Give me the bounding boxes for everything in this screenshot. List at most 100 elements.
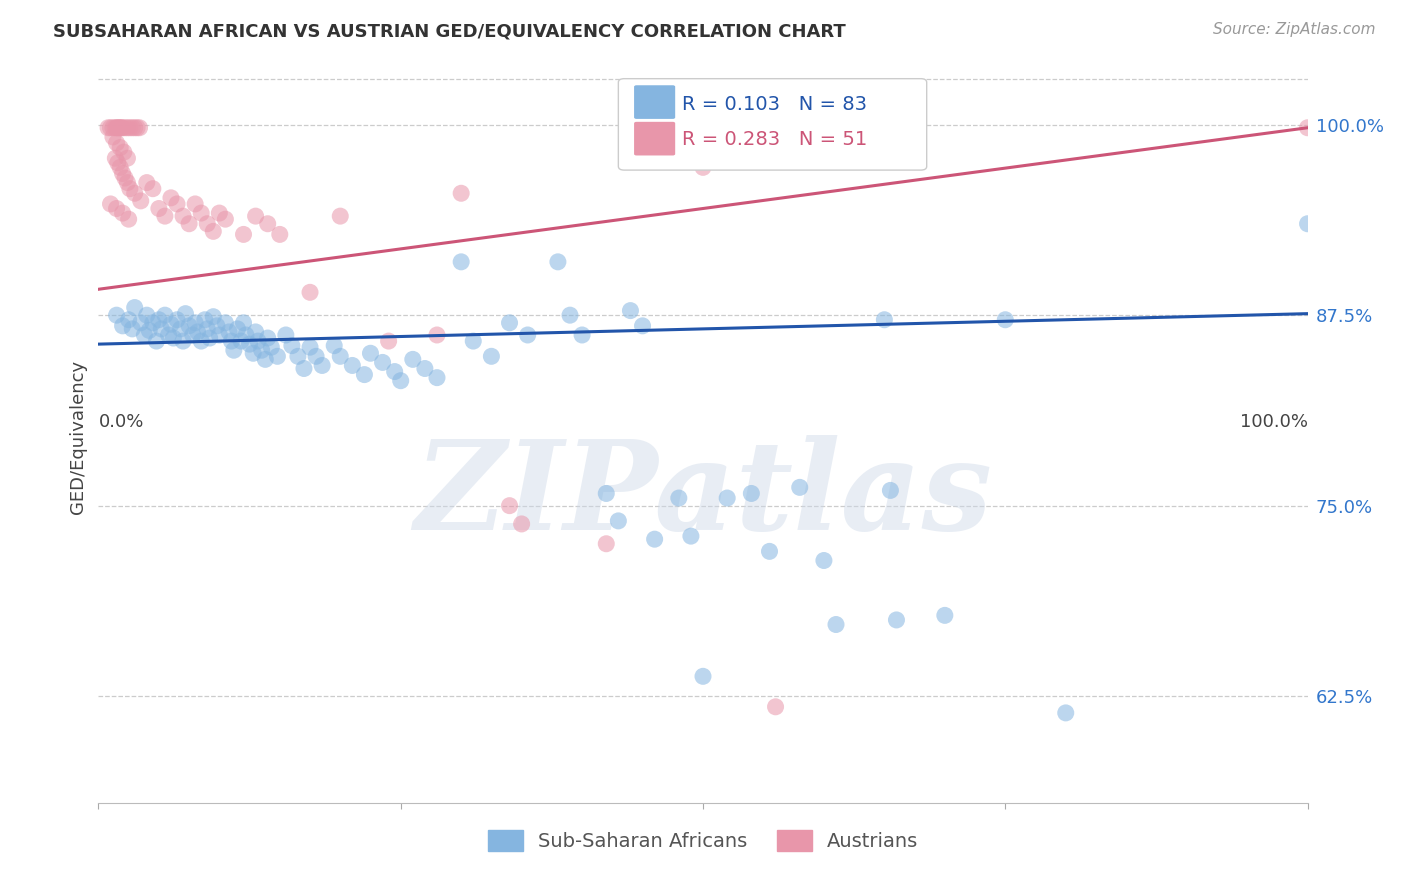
Point — [934, 608, 956, 623]
Point — [498, 316, 520, 330]
Point — [547, 255, 569, 269]
Point — [481, 349, 503, 363]
Point — [195, 217, 218, 231]
Legend: Sub-Saharan Africans, Austrians: Sub-Saharan Africans, Austrians — [479, 822, 927, 859]
Point — [825, 617, 848, 632]
Point — [886, 613, 908, 627]
Point — [221, 334, 243, 348]
Point — [153, 209, 176, 223]
Point — [118, 120, 141, 135]
Text: 0.0%: 0.0% — [98, 413, 143, 431]
FancyBboxPatch shape — [634, 122, 675, 155]
Point — [450, 255, 472, 269]
Point — [299, 285, 322, 300]
Point — [101, 129, 124, 144]
Point — [232, 227, 254, 242]
Point — [190, 206, 212, 220]
Point — [111, 166, 134, 180]
Point — [202, 224, 225, 238]
Point — [135, 176, 157, 190]
Point — [260, 340, 283, 354]
Point — [360, 346, 382, 360]
Point — [110, 120, 132, 135]
Point — [619, 303, 641, 318]
Point — [150, 322, 173, 336]
Point — [873, 312, 896, 326]
Point — [218, 325, 240, 339]
Point — [195, 322, 218, 336]
Point — [595, 537, 617, 551]
Point — [305, 349, 328, 363]
Point — [172, 209, 194, 223]
Text: ZIPatlas: ZIPatlas — [413, 434, 993, 557]
Point — [229, 334, 252, 348]
Point — [1296, 217, 1319, 231]
Point — [124, 120, 146, 135]
Point — [226, 322, 249, 336]
Point — [101, 120, 124, 135]
Point — [107, 120, 129, 135]
Point — [222, 343, 245, 358]
Point — [108, 161, 131, 175]
Point — [208, 328, 231, 343]
Point — [214, 212, 236, 227]
Point — [692, 161, 714, 175]
Point — [162, 331, 184, 345]
Point — [607, 514, 630, 528]
Point — [118, 212, 141, 227]
Y-axis label: GED/Equivalency: GED/Equivalency — [69, 360, 87, 514]
Point — [266, 349, 288, 363]
Point — [100, 120, 122, 135]
Point — [124, 301, 146, 315]
Point — [299, 340, 322, 354]
Point — [111, 120, 134, 135]
Point — [100, 197, 122, 211]
Point — [879, 483, 901, 498]
FancyBboxPatch shape — [619, 78, 927, 170]
Point — [516, 328, 538, 343]
Point — [142, 316, 165, 330]
Point — [127, 120, 149, 135]
Point — [138, 323, 160, 337]
Point — [181, 328, 204, 343]
Point — [235, 328, 257, 343]
Point — [118, 182, 141, 196]
Point — [668, 491, 690, 505]
Point — [118, 312, 141, 326]
Point — [114, 120, 136, 135]
Point — [994, 312, 1017, 326]
Point — [644, 532, 666, 546]
Point — [160, 318, 183, 332]
Point — [148, 202, 170, 216]
Point — [194, 312, 217, 326]
Point — [134, 328, 156, 343]
Point — [402, 352, 425, 367]
Point — [111, 318, 134, 333]
Point — [353, 368, 375, 382]
Point — [114, 171, 136, 186]
Point — [426, 370, 449, 384]
Point — [571, 328, 593, 343]
Point — [148, 312, 170, 326]
Point — [813, 553, 835, 567]
Point — [135, 308, 157, 322]
Point — [214, 316, 236, 330]
Point — [169, 322, 191, 336]
Point — [198, 331, 221, 345]
Text: R = 0.103   N = 83: R = 0.103 N = 83 — [682, 95, 868, 114]
Point — [190, 334, 212, 348]
Point — [256, 331, 278, 345]
Point — [105, 202, 128, 216]
Point — [242, 346, 264, 360]
Point — [202, 310, 225, 324]
Point — [157, 328, 180, 343]
Point — [105, 136, 128, 150]
Point — [765, 699, 787, 714]
Point — [377, 334, 399, 348]
Point — [111, 206, 134, 220]
Point — [105, 120, 128, 135]
Point — [184, 316, 207, 330]
Point — [269, 227, 291, 242]
Point — [160, 191, 183, 205]
Point — [256, 217, 278, 231]
